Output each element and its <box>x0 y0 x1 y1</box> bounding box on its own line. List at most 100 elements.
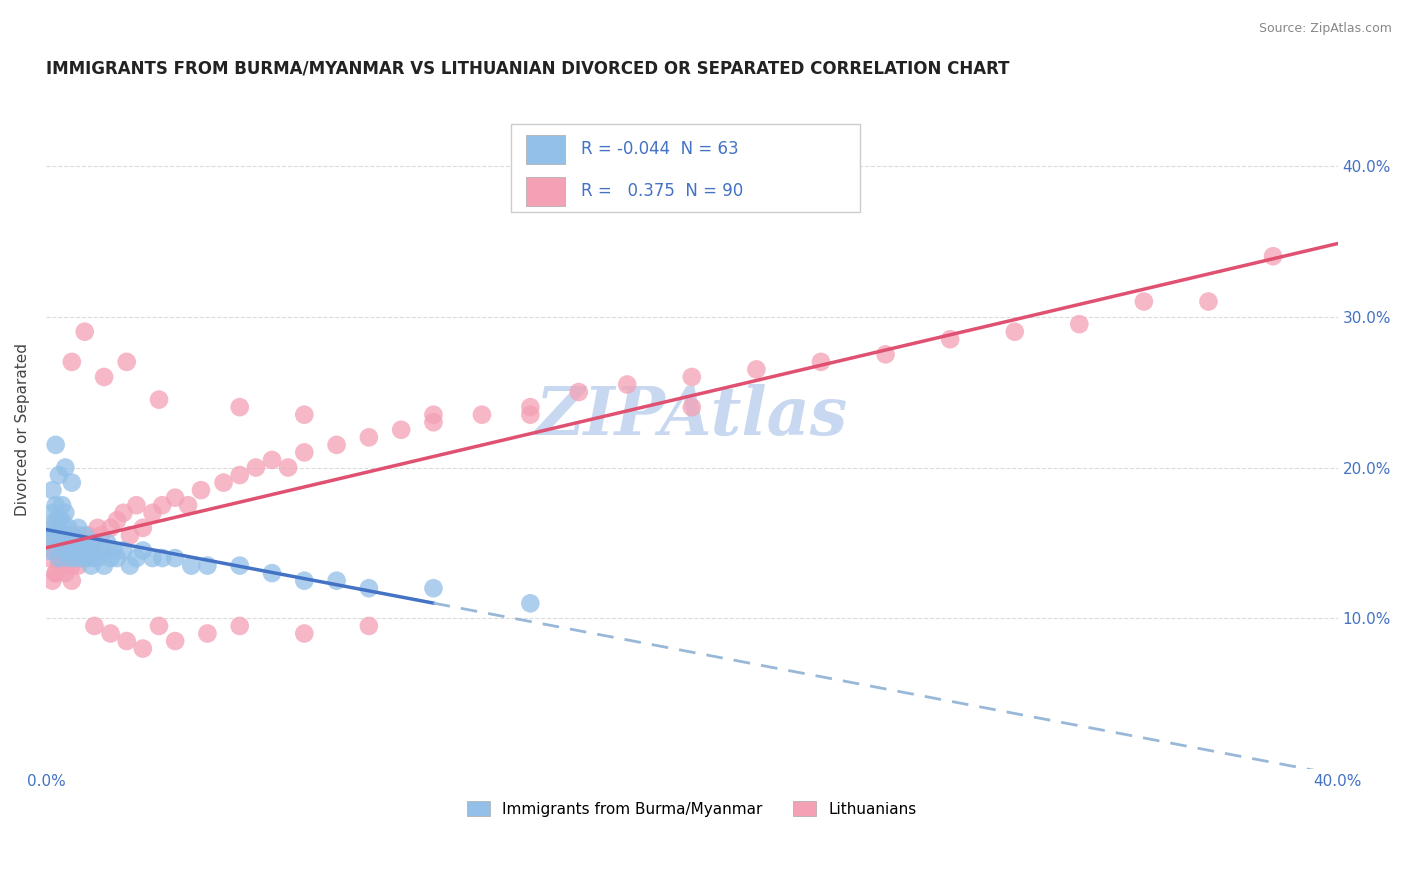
Point <box>148 392 170 407</box>
Y-axis label: Divorced or Separated: Divorced or Separated <box>15 343 30 516</box>
Point <box>48 513 70 527</box>
Text: R = -0.044  N = 63: R = -0.044 N = 63 <box>581 140 738 159</box>
Point <box>148 619 170 633</box>
Point <box>86 521 108 535</box>
Point <box>125 498 148 512</box>
Point <box>41 521 63 535</box>
Point <box>38 528 60 542</box>
Point <box>67 528 90 542</box>
Point <box>228 468 250 483</box>
Point <box>83 536 105 550</box>
Point <box>105 513 128 527</box>
Point <box>100 551 122 566</box>
Point <box>132 641 155 656</box>
Point <box>45 566 67 581</box>
Point <box>53 460 76 475</box>
Point <box>67 551 90 566</box>
Point <box>48 558 70 573</box>
Point <box>41 521 63 535</box>
Point <box>58 521 80 535</box>
Point <box>53 543 76 558</box>
Point <box>67 543 90 558</box>
Text: R =   0.375  N = 90: R = 0.375 N = 90 <box>581 183 742 201</box>
Point <box>292 626 315 640</box>
Point <box>1133 294 1156 309</box>
Point <box>60 558 83 573</box>
Point <box>519 408 541 422</box>
Point <box>48 551 70 566</box>
Point <box>51 551 73 566</box>
Point <box>681 370 703 384</box>
Point <box>93 558 115 573</box>
Point <box>519 596 541 610</box>
Point <box>38 536 60 550</box>
Point <box>471 408 494 422</box>
Point <box>197 558 219 573</box>
Point <box>60 475 83 490</box>
Point <box>112 543 135 558</box>
Point <box>260 566 283 581</box>
Point <box>45 528 67 542</box>
Point <box>1198 294 1220 309</box>
FancyBboxPatch shape <box>510 124 859 212</box>
Point <box>228 400 250 414</box>
Point <box>212 475 235 490</box>
Point <box>616 377 638 392</box>
Point <box>53 558 76 573</box>
Point <box>41 574 63 588</box>
Point <box>60 536 83 550</box>
Point <box>48 468 70 483</box>
Point <box>70 551 93 566</box>
Point <box>58 528 80 542</box>
Point <box>165 491 187 505</box>
Point <box>132 543 155 558</box>
Point <box>292 408 315 422</box>
Point <box>83 551 105 566</box>
Point <box>1004 325 1026 339</box>
Point <box>70 536 93 550</box>
Point <box>325 574 347 588</box>
Point <box>48 536 70 550</box>
Point <box>73 551 96 566</box>
Point <box>93 370 115 384</box>
Point <box>41 543 63 558</box>
Point <box>67 521 90 535</box>
Point <box>73 325 96 339</box>
Point <box>45 528 67 542</box>
Point <box>228 619 250 633</box>
Point <box>51 498 73 512</box>
Point <box>38 551 60 566</box>
Point <box>875 347 897 361</box>
Point <box>96 536 118 550</box>
Point <box>73 528 96 542</box>
Point <box>141 551 163 566</box>
Point <box>53 506 76 520</box>
Point <box>118 558 141 573</box>
Point <box>1261 249 1284 263</box>
Point <box>357 581 380 595</box>
Point <box>115 355 138 369</box>
Point <box>745 362 768 376</box>
Point <box>810 355 832 369</box>
Point <box>519 400 541 414</box>
Point <box>681 400 703 414</box>
Point <box>53 536 76 550</box>
Point <box>53 566 76 581</box>
Point <box>51 528 73 542</box>
Point <box>292 574 315 588</box>
Point <box>45 566 67 581</box>
Point <box>197 626 219 640</box>
Point <box>38 543 60 558</box>
Point <box>60 543 83 558</box>
Point <box>389 423 412 437</box>
Point <box>150 551 173 566</box>
Point <box>228 558 250 573</box>
Point <box>45 498 67 512</box>
Point <box>105 551 128 566</box>
Point <box>63 551 86 566</box>
Point <box>125 551 148 566</box>
Point <box>80 543 103 558</box>
Point <box>165 551 187 566</box>
Point <box>51 543 73 558</box>
Point <box>58 536 80 550</box>
